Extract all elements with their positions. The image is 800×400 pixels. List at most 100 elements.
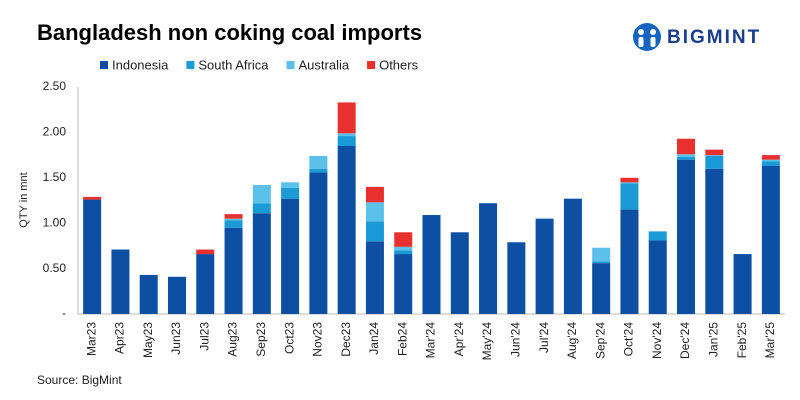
x-tick-label: May23 — [141, 322, 155, 358]
brand-logo: BIGMINT — [633, 23, 759, 51]
bar-segment — [365, 186, 384, 203]
legend-label: Others — [379, 57, 419, 72]
bar-segment — [83, 196, 102, 200]
x-tick-label: May'24 — [480, 322, 494, 361]
legend-swatch — [367, 61, 376, 69]
bar-segment — [648, 240, 667, 314]
logo-figure — [638, 37, 644, 47]
logo-icon — [633, 23, 661, 51]
bar-segment — [705, 168, 724, 314]
x-tick-label: Oct'24 — [622, 322, 636, 357]
chart-title: Bangladesh non coking coal imports — [37, 20, 422, 45]
bar-segment — [196, 254, 215, 314]
legend-swatch — [286, 61, 295, 69]
bar-segment — [450, 232, 469, 314]
bar-segment — [281, 198, 300, 314]
bar-segment — [337, 102, 356, 134]
bar-segment — [677, 138, 696, 155]
x-tick-label: Jan'25 — [706, 322, 720, 357]
bar-segment — [309, 168, 328, 173]
bar-segment — [224, 220, 243, 228]
bar-segment — [620, 209, 639, 314]
bar-segment — [677, 154, 696, 157]
x-tick-label: Nov23 — [311, 322, 325, 357]
x-tick-label: Feb24 — [395, 322, 409, 356]
x-tick-label: Oct23 — [282, 322, 296, 354]
x-tick-label: Apr23 — [113, 322, 127, 354]
legend-label: Indonesia — [112, 57, 169, 72]
bar-segment — [592, 247, 611, 262]
y-tick-label: - — [62, 306, 66, 320]
bar-segment — [83, 199, 102, 314]
bar-segment — [224, 218, 243, 221]
logo-dot — [638, 29, 644, 35]
y-axis-label: QTY in mnt — [18, 172, 30, 227]
bar-segment — [309, 172, 328, 314]
bar-segment — [761, 161, 780, 166]
x-tick-label: Jun'24 — [509, 322, 523, 357]
x-tick-label: Jul'24 — [537, 322, 551, 353]
bar-segment — [394, 246, 413, 251]
bar-segment — [252, 203, 271, 214]
bar-segment — [365, 221, 384, 242]
bar-segment — [507, 242, 526, 314]
x-tick-label: Feb'25 — [735, 322, 749, 359]
bar-segment — [677, 156, 696, 160]
x-tick-label: Aug23 — [226, 322, 240, 357]
bar-segment — [705, 156, 724, 169]
bar-segment — [422, 215, 441, 314]
bar-segment — [281, 182, 300, 188]
y-tick-label: 0.50 — [43, 261, 67, 275]
x-tick-label: Jan24 — [367, 322, 381, 355]
x-tick-label: Aug'24 — [565, 322, 579, 359]
legend-swatch — [100, 61, 108, 69]
bar-segment — [620, 177, 639, 183]
bar-segment — [281, 187, 300, 199]
y-tick-label: 2.50 — [43, 79, 67, 93]
y-tick-label: 1.50 — [43, 170, 67, 184]
x-tick-label: Sep'24 — [593, 322, 607, 359]
bar-segment — [252, 185, 271, 204]
bar-segment — [394, 254, 413, 314]
logo-figure — [650, 37, 656, 47]
bar-segment — [535, 218, 554, 314]
bar-segment — [365, 202, 384, 222]
bar-segment — [733, 254, 752, 314]
logo-dot — [650, 29, 656, 35]
bar-segment — [337, 136, 356, 147]
x-tick-label: Mar'25 — [763, 322, 777, 359]
bar-segment — [677, 159, 696, 314]
x-tick-label: Dec23 — [339, 322, 353, 357]
bar-segment — [705, 155, 724, 157]
bar-segment — [394, 250, 413, 255]
bar-segment — [337, 133, 356, 137]
bar-segment — [252, 213, 271, 314]
x-tick-label: Mar23 — [84, 322, 98, 356]
x-tick-label: Sep23 — [254, 322, 268, 357]
legend-label: Australia — [299, 57, 350, 72]
bar-segment — [167, 276, 186, 314]
legend-label: South Africa — [198, 57, 269, 72]
bar-segment — [365, 241, 384, 314]
bar-segment — [620, 182, 639, 184]
legend-swatch — [186, 61, 195, 69]
bar-segment — [224, 227, 243, 314]
bar-segment — [761, 155, 780, 160]
source-note: Source: BigMint — [37, 373, 122, 387]
bar-segment — [309, 156, 328, 169]
x-tick-label: Nov'24 — [650, 322, 664, 359]
bar-segment — [337, 146, 356, 314]
x-tick-label: Mar'24 — [424, 322, 438, 359]
bar-segment — [139, 274, 158, 314]
bar-segment — [196, 249, 215, 255]
bar-segment — [705, 149, 724, 156]
bar-segment — [563, 198, 582, 314]
x-tick-label: Jul23 — [197, 322, 211, 351]
bar-segment — [761, 165, 780, 314]
x-tick-label: Jun23 — [169, 322, 183, 355]
bar-segment — [648, 231, 667, 241]
y-tick-label: 1.00 — [43, 215, 67, 229]
y-tick-label: 2.00 — [43, 125, 67, 139]
